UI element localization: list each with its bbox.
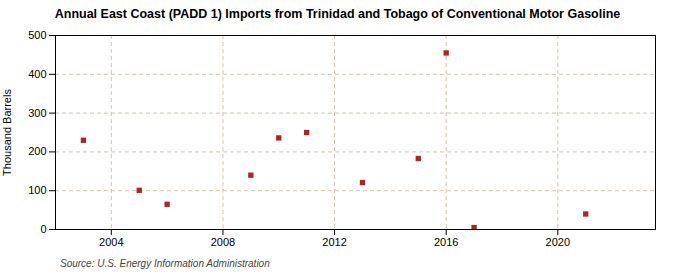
svg-text:200: 200 [28,145,46,157]
svg-text:2016: 2016 [434,236,458,248]
svg-text:2012: 2012 [322,236,346,248]
svg-text:100: 100 [28,184,46,196]
svg-text:400: 400 [28,68,46,80]
svg-text:Thousand Barrels: Thousand Barrels [1,89,13,176]
svg-text:0: 0 [40,223,46,235]
svg-text:300: 300 [28,107,46,119]
svg-text:500: 500 [28,29,46,41]
html-text:Annual East Coast (PADD 1) Imp: Annual East Coast (PADD 1) Imports from … [54,7,621,21]
html-text:Source: U.S. Energy Informatio: Source: U.S. Energy Information Administ… [60,258,270,269]
svg-text:2004: 2004 [99,236,123,248]
svg-text:2020: 2020 [546,236,570,248]
svg-text:2008: 2008 [211,236,235,248]
